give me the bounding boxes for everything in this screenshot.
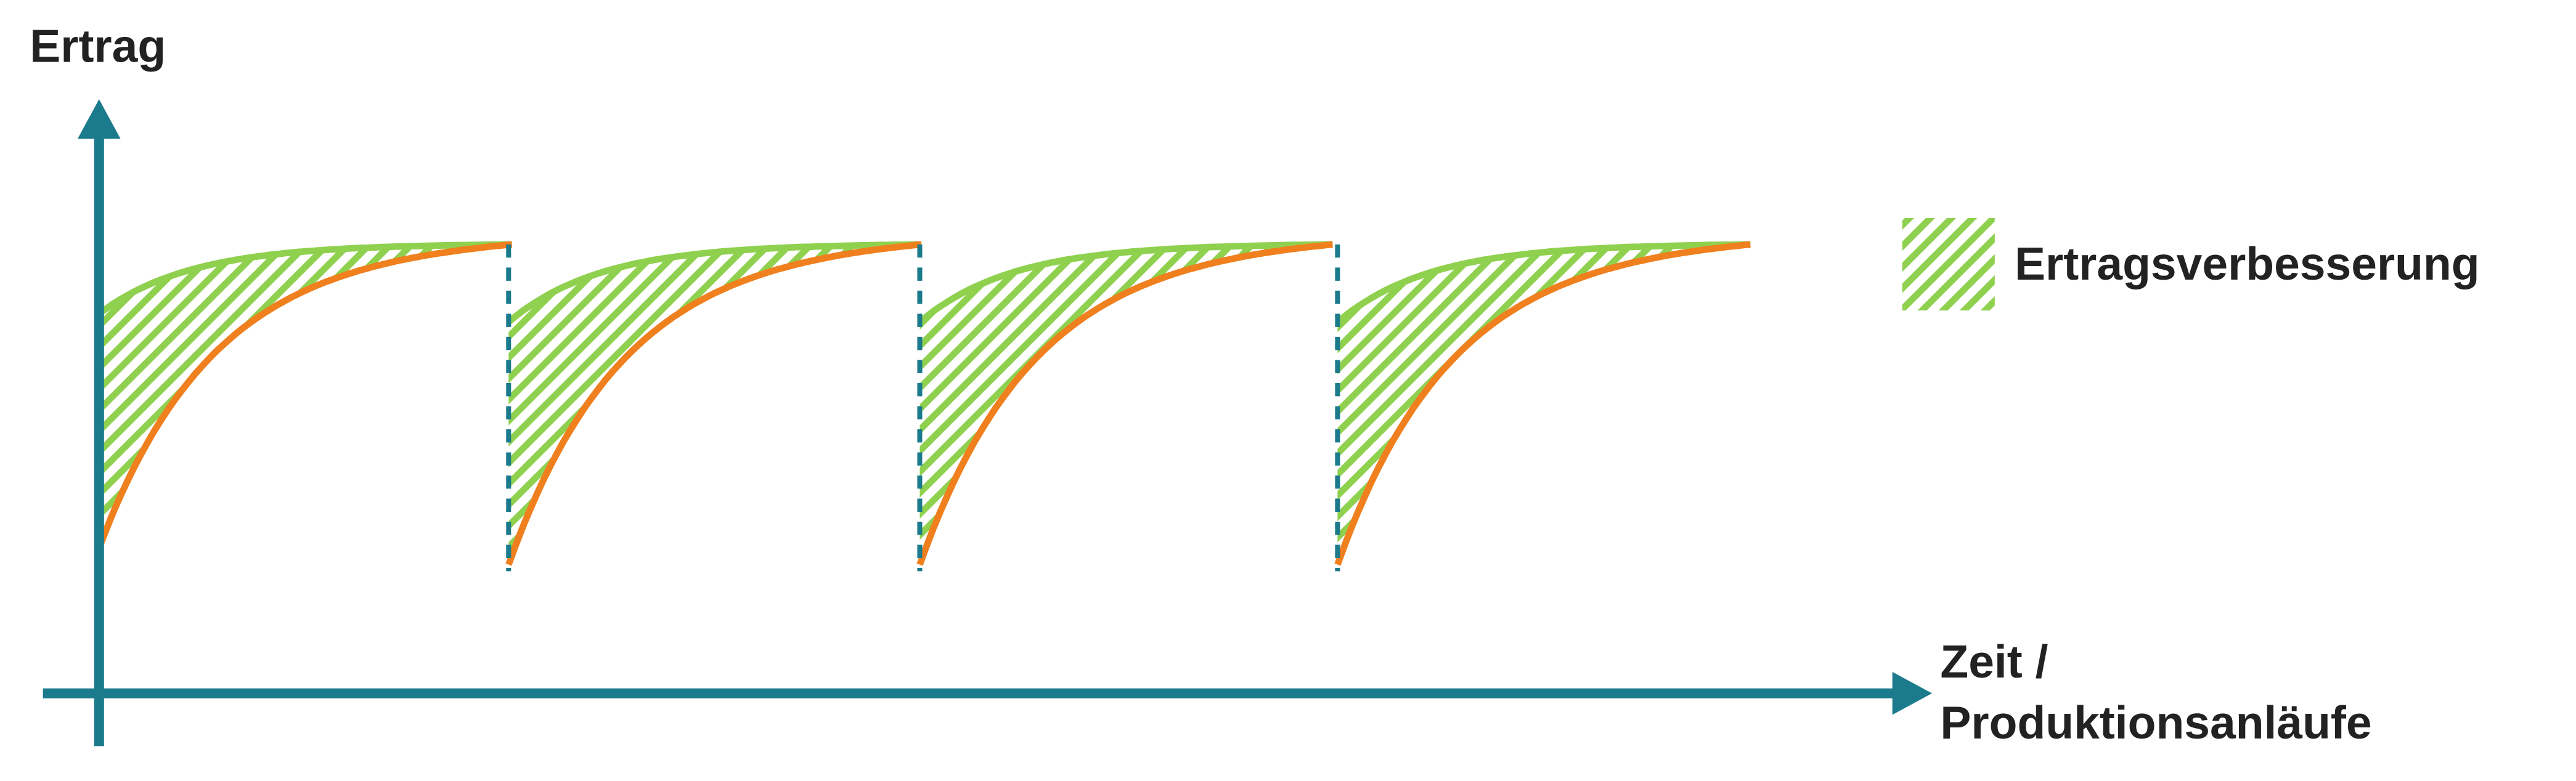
improved-curve — [918, 241, 1333, 325]
y-axis-label: Ertrag — [30, 20, 166, 71]
base-curve — [505, 241, 922, 566]
curves — [96, 241, 1751, 572]
base-curve — [916, 241, 1333, 566]
improvement-area — [99, 244, 512, 548]
x-axis-arrow — [1892, 671, 1932, 715]
base-curve — [96, 241, 513, 549]
improved-curve — [97, 241, 512, 317]
x-axis-label: Zeit / — [1940, 636, 2048, 687]
improvement-area — [1337, 244, 1751, 565]
legend-label: Ertragsverbesserung — [2015, 238, 2480, 289]
improvement-area — [508, 244, 922, 565]
x-axis-label: Produktionsanläufe — [1940, 697, 2371, 748]
improvement-area — [919, 244, 1333, 565]
legend-swatch — [1902, 217, 1995, 311]
improved-curve — [506, 241, 922, 325]
y-axis-arrow — [77, 99, 121, 139]
base-curve — [1334, 241, 1751, 566]
improved-curve — [1335, 241, 1751, 325]
